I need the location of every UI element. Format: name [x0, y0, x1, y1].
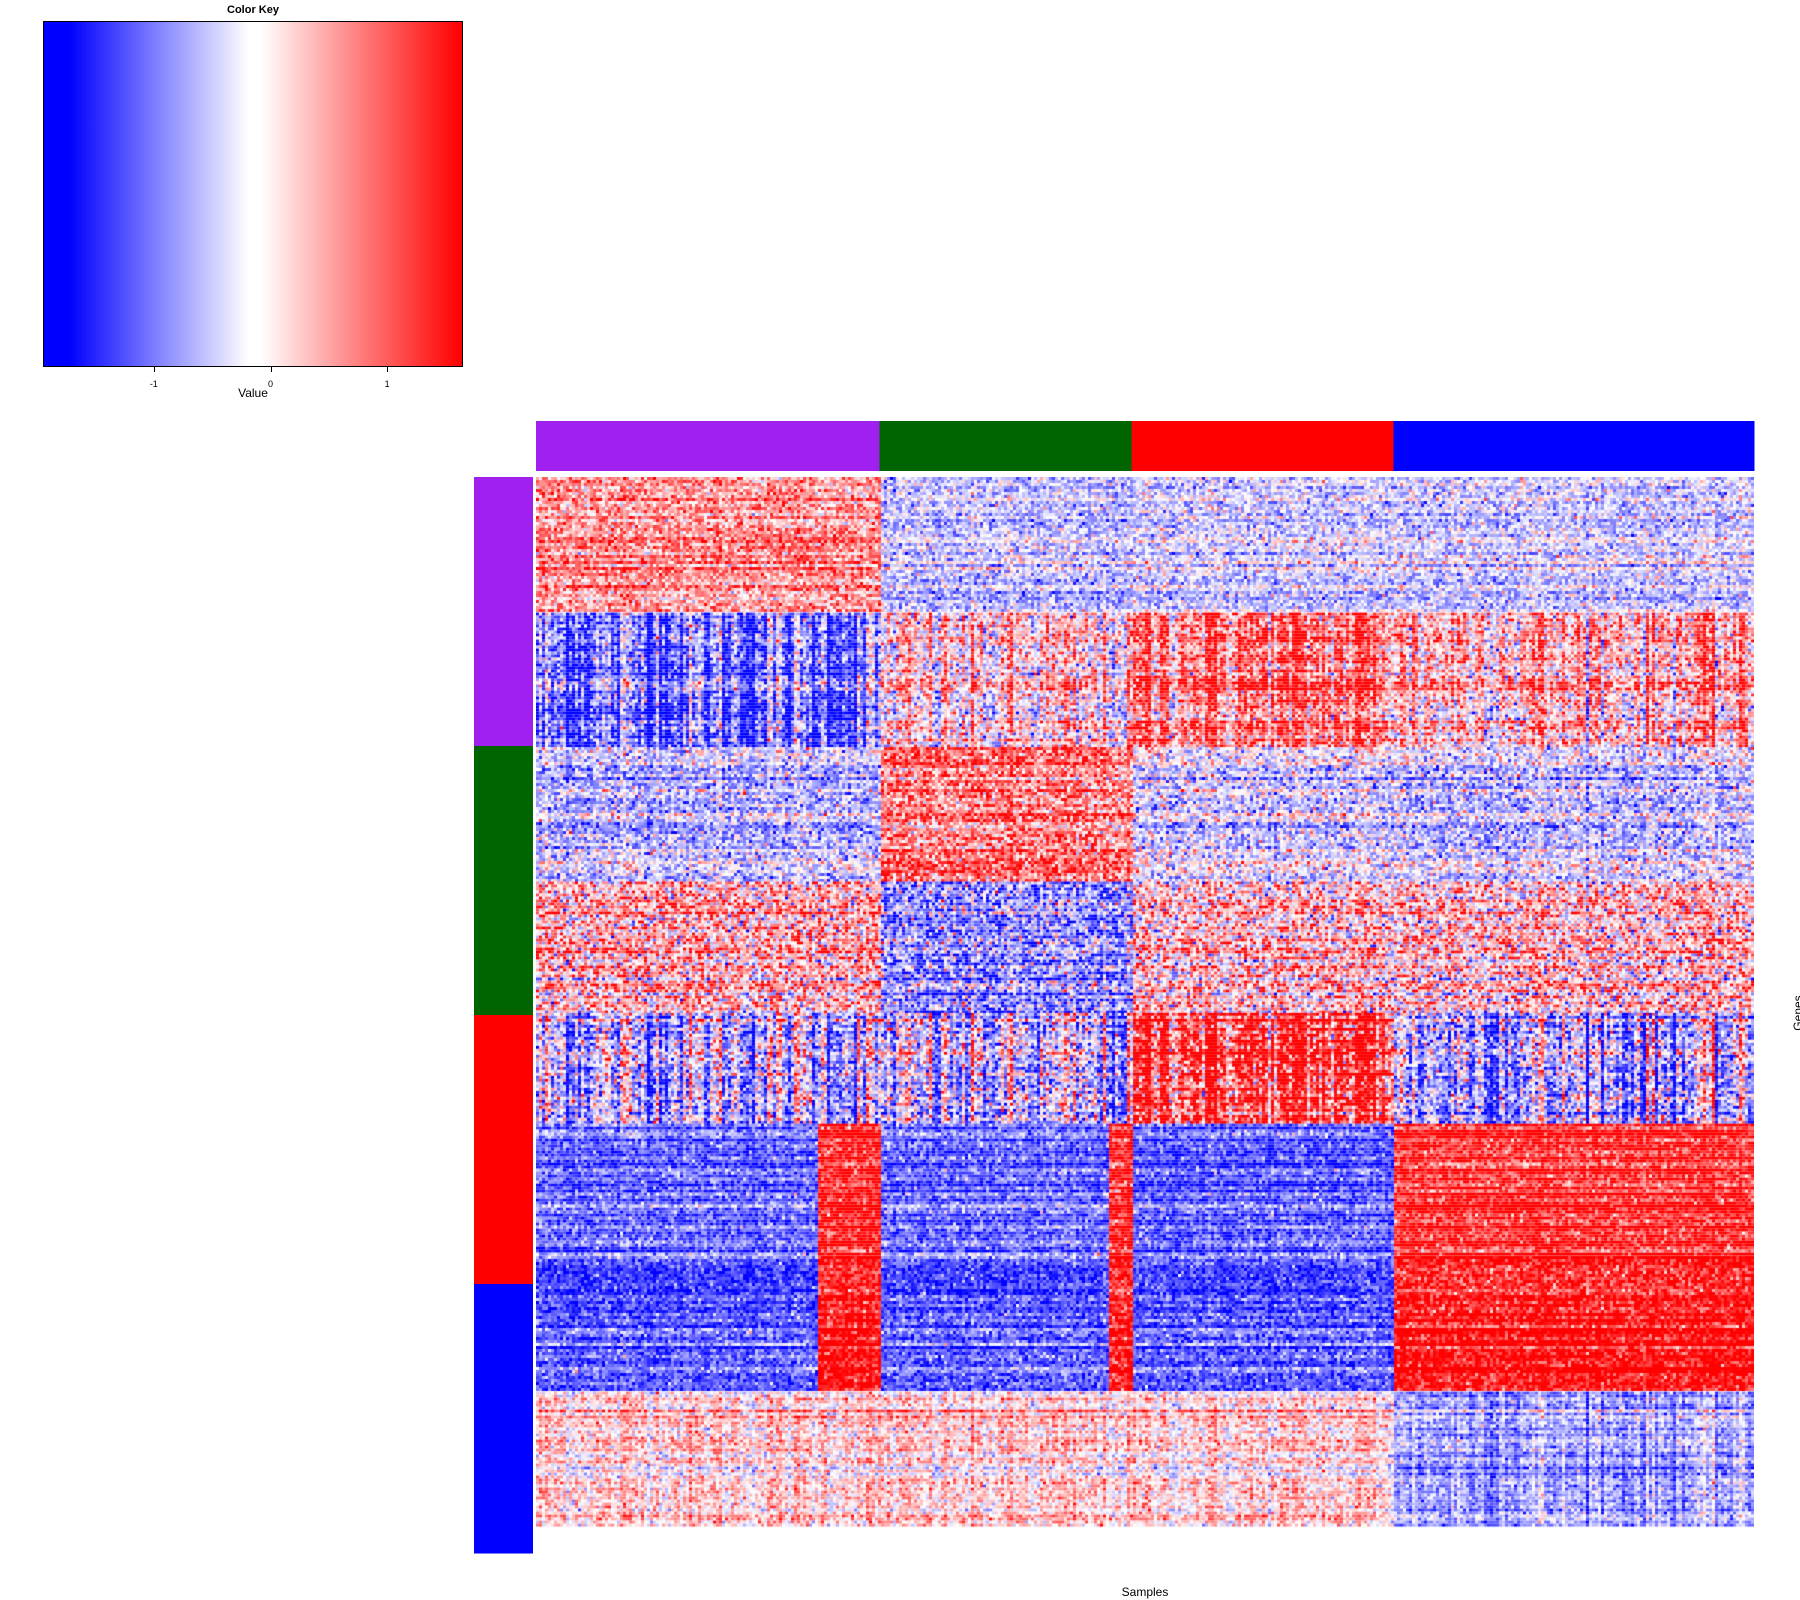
color-key-tick: [270, 367, 272, 372]
column-group-sidebar: [536, 421, 1755, 471]
row-group-sidebar: [474, 477, 533, 1554]
color-key-xlabel: Value: [238, 386, 268, 400]
color-key-tick: [153, 367, 155, 372]
color-key-tick-label: 1: [384, 379, 390, 389]
color-key-tick: [387, 367, 389, 372]
heatmap-cells-image: [536, 477, 1754, 1553]
row-group-bar-3: [474, 1015, 533, 1285]
column-group-bar-4: [1393, 421, 1755, 471]
heatmap-body: [536, 477, 1754, 1553]
row-group-bar-4: [474, 1284, 533, 1554]
row-group-bar-1: [474, 477, 533, 747]
column-group-bar-3: [1131, 421, 1394, 471]
x-axis-label: Samples: [1121, 1585, 1169, 1599]
color-key-title: Color Key: [227, 4, 279, 16]
y-axis-label: Genes: [1791, 995, 1800, 1031]
color-key-tick-label: 0: [267, 379, 273, 389]
color-key-tick-label: -1: [149, 379, 158, 389]
row-group-bar-2: [474, 746, 533, 1016]
color-key-gradient: [43, 21, 463, 367]
column-group-bar-2: [879, 421, 1133, 471]
column-group-bar-1: [536, 421, 880, 471]
color-key-axis: -1 0 1: [43, 367, 463, 407]
